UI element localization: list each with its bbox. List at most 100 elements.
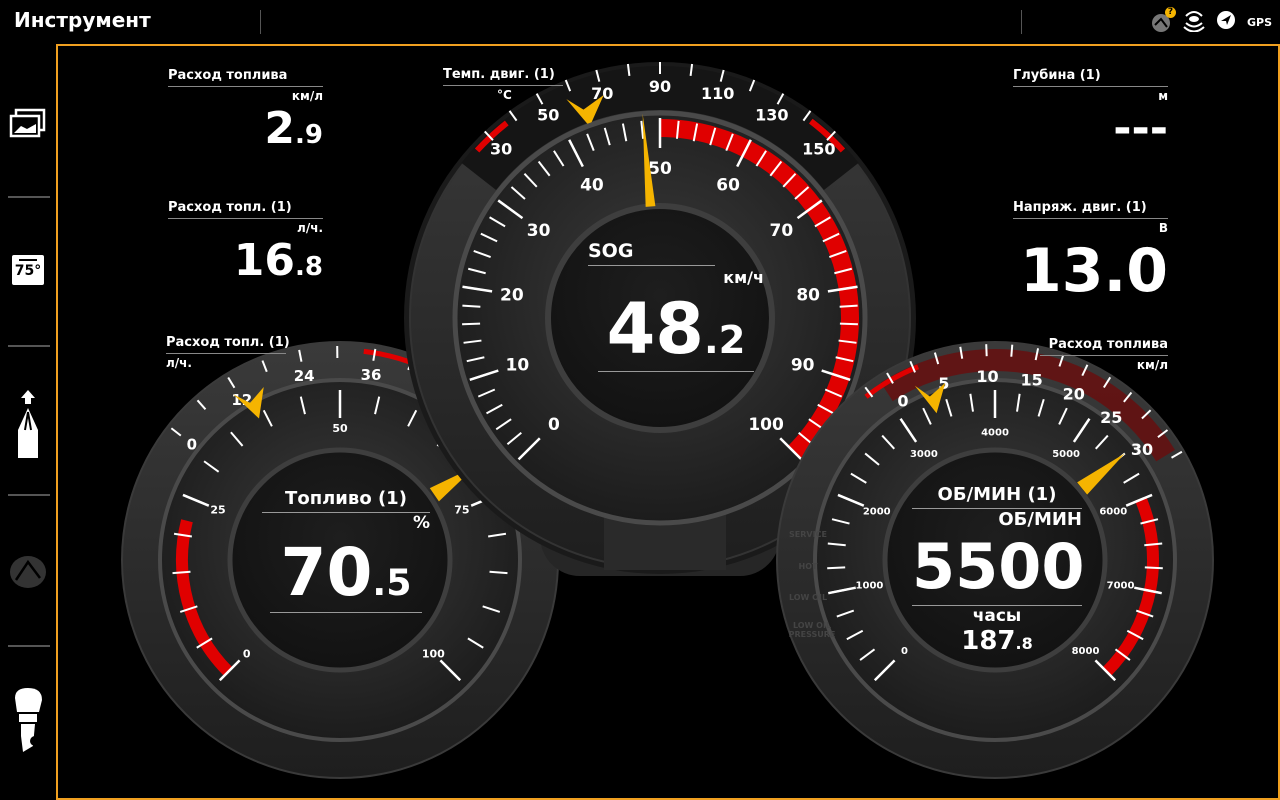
- rpm-tick-label: 4000: [981, 428, 1009, 439]
- satellite-alert-icon[interactable]: ?: [1151, 7, 1176, 33]
- economy-tick: [1123, 391, 1133, 403]
- temp-tick: [484, 130, 494, 141]
- temp-high-redline: [808, 118, 846, 153]
- sidebar-item-boat-heading[interactable]: [8, 390, 48, 460]
- fuel-rate-tick: [372, 348, 377, 361]
- economy-tick: [933, 352, 940, 365]
- speed-minor-tick: [834, 267, 853, 275]
- speed-tick-label: 10: [506, 355, 530, 375]
- fuel-minor-tick: [299, 396, 306, 415]
- voltage-widget[interactable]: Напряж. двиг. (1) В 13.0: [1013, 200, 1168, 307]
- speed-minor-tick: [814, 216, 831, 228]
- value-int: 16: [233, 234, 296, 286]
- rpm-gauge: 0 5 10 15 20 25 30 0 1000 2000 3000 4000 5000 6000 700…: [776, 341, 1214, 779]
- economy-tick: [1081, 364, 1089, 377]
- value-int: 2: [264, 102, 296, 154]
- economy-tick-label: 10: [976, 367, 998, 386]
- rpm-minor-tick: [1123, 472, 1140, 484]
- speed-minor-tick: [466, 356, 485, 363]
- divider: [8, 645, 50, 647]
- temperature-label: 75°: [14, 263, 42, 279]
- speed-major-tick: [736, 139, 752, 168]
- rpm-major-tick: [873, 659, 896, 682]
- fuel-rate-title: Расход топл. (1): [166, 335, 290, 354]
- economy-tick-label: 5: [938, 374, 949, 393]
- gps-icon[interactable]: GPS: [1246, 15, 1272, 29]
- speed-minor-tick: [462, 322, 481, 326]
- speed-tick-label: 70: [770, 221, 794, 241]
- economy-gauge-label: Расход топлива км/л: [1040, 337, 1168, 372]
- economy-marker: [914, 382, 946, 414]
- temp-tick: [776, 93, 785, 105]
- fuel-minor-tick: [262, 409, 273, 427]
- speed-minor-tick: [839, 322, 858, 326]
- fuel-minor-tick: [487, 532, 507, 538]
- fuel-economy-widget[interactable]: Расход топлива км/л 2.9: [168, 68, 323, 156]
- speed-value: 48.2: [598, 287, 754, 372]
- fuel-minor-tick: [407, 409, 418, 427]
- rpm-readout: ОБ/МИН (1) ОБ/МИН 5500 часы 187.8: [912, 484, 1085, 657]
- fuel-minor-tick: [230, 431, 244, 447]
- navigation-icon[interactable]: [1215, 9, 1237, 35]
- speed-tick-label: 20: [500, 286, 524, 306]
- speed-minor-tick: [769, 160, 783, 177]
- temperature-icon: 75°: [12, 255, 44, 285]
- alert-badge: ?: [1164, 7, 1176, 18]
- service-light: SERVICE: [789, 530, 827, 539]
- speed-minor-tick: [553, 150, 565, 167]
- speed-minor-tick: [838, 339, 857, 344]
- speed-minor-tick: [725, 133, 734, 152]
- rpm-minor-tick: [836, 609, 855, 618]
- economy-tick-label: 25: [1100, 408, 1122, 427]
- speed-tick-label: 50: [648, 159, 672, 179]
- fuel-rate-gauge-label: Расход топл. (1) л/ч.: [166, 335, 290, 370]
- outboard-engine-icon: [15, 688, 42, 752]
- fuel-minor-tick: [196, 637, 213, 649]
- fuel-rate-tick: [261, 360, 268, 373]
- rpm-value: 5500: [912, 530, 1085, 606]
- rpm-minor-tick: [827, 566, 846, 570]
- rpm-tick-label: 0: [901, 646, 908, 657]
- sidebar-item-radar[interactable]: [8, 550, 48, 594]
- speed-minor-tick: [467, 267, 486, 275]
- sidebar-item-temperature[interactable]: 75°: [8, 248, 48, 292]
- economy-title: Расход топлива: [1040, 337, 1168, 356]
- sidebar-item-engine[interactable]: [8, 684, 48, 754]
- divider: [8, 196, 50, 198]
- widget-unit: л/ч.: [297, 220, 323, 235]
- rpm-major-tick: [837, 493, 865, 507]
- rpm-minor-tick: [846, 629, 864, 641]
- value-dec: .5: [372, 560, 412, 604]
- economy-tick: [886, 372, 894, 384]
- temp-tick-label: 30: [490, 140, 512, 159]
- fuel-rate-widget[interactable]: Расход топл. (1) л/ч. 16.8: [168, 200, 323, 288]
- value-dec: .8: [295, 251, 323, 282]
- speed-minor-tick: [523, 172, 538, 188]
- rpm-minor-tick: [827, 542, 846, 547]
- speed-minor-tick: [798, 431, 814, 445]
- widget-value: 13.0: [1019, 235, 1168, 306]
- center-hub: [882, 447, 1108, 673]
- widget-title: Расход топлива: [168, 68, 323, 87]
- value-dec: .9: [295, 119, 323, 150]
- sonar-icon[interactable]: [1183, 8, 1205, 36]
- fuel-minor-tick: [374, 396, 381, 415]
- temp-tick: [564, 79, 572, 92]
- center-hub: [545, 203, 775, 433]
- temp-tick: [748, 79, 756, 92]
- fuel-rate-tick: [298, 349, 303, 362]
- speed-minor-tick: [692, 123, 699, 142]
- speed-minor-tick: [794, 186, 810, 200]
- fuel-rate-tick-label: 0: [187, 436, 197, 454]
- speed-major-tick: [779, 437, 803, 461]
- divider: [260, 10, 261, 34]
- fuel-minor-tick: [179, 605, 198, 613]
- speed-tick-label: 0: [548, 415, 560, 435]
- fuel-minor-tick: [203, 460, 220, 473]
- sidebar-item-chart[interactable]: [8, 101, 48, 145]
- speed-unit: км/ч: [723, 267, 764, 287]
- warning-lights: SERVICE HOT LOW OIL LOW OIL PRESSURE: [778, 520, 838, 640]
- top-bar: Инструмент ? GPS: [0, 0, 1280, 44]
- depth-widget[interactable]: Глубина (1) м ---: [1013, 68, 1168, 156]
- fuel-minor-tick: [172, 570, 191, 575]
